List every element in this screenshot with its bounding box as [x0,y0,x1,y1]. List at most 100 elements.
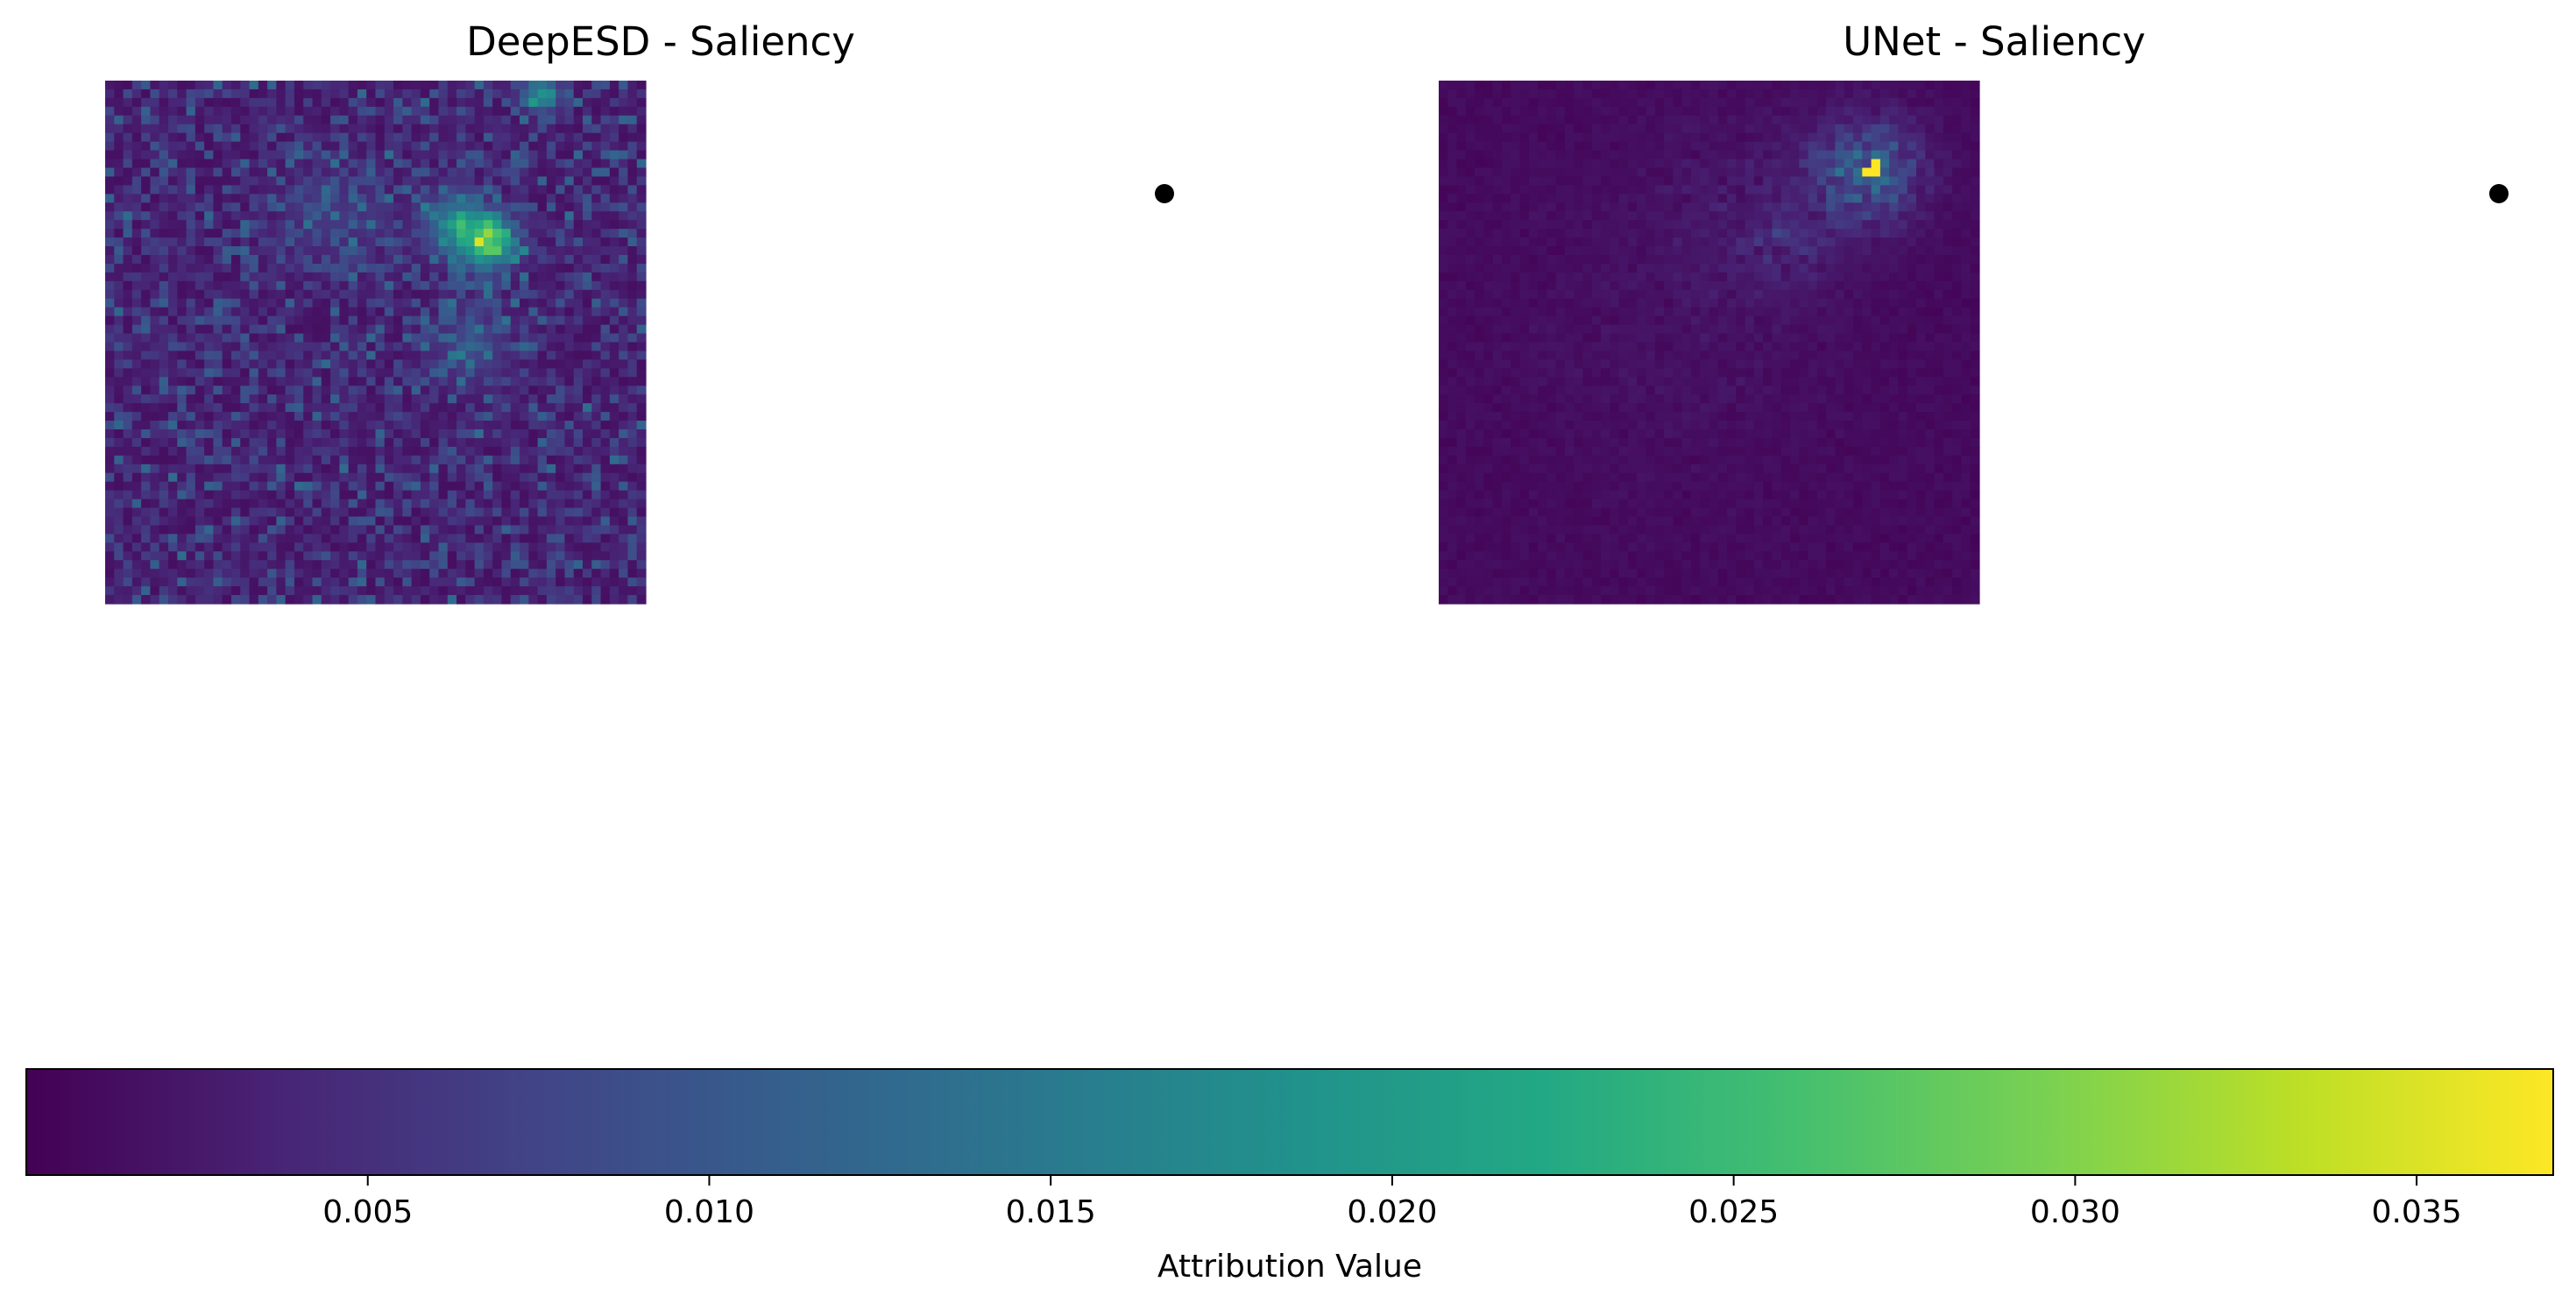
heatmap-cell [501,97,512,108]
heatmap-cell [619,464,629,474]
heatmap-cell [591,124,602,134]
heatmap-cell [366,359,377,369]
heatmap-cell [1645,211,1656,221]
heatmap-cell [456,481,466,492]
heatmap-cell [609,280,619,291]
heatmap-cell [528,577,539,587]
heatmap-cell [619,421,629,430]
heatmap-cell [366,202,377,212]
heatmap-cell [402,211,413,221]
heatmap-cell [420,446,430,457]
heatmap-cell [411,150,421,160]
heatmap-cell [556,342,566,352]
heatmap-cell [411,194,421,203]
heatmap-cell [131,525,142,535]
heatmap-cell [222,289,232,300]
heatmap-cell [501,106,512,117]
heatmap-cell [285,263,295,273]
heatmap-cell [1717,150,1728,160]
heatmap-cell [636,124,647,134]
heatmap-cell [204,298,214,308]
heatmap-cell [312,132,322,143]
heatmap-cell [619,229,629,238]
heatmap-cell [339,81,350,90]
heatmap-cell [285,577,295,587]
heatmap-cell [1799,272,1809,282]
heatmap-cell [186,437,196,448]
heatmap-cell [1574,255,1584,265]
heatmap-cell [312,237,322,247]
heatmap-cell [627,141,638,152]
heatmap-cell [276,124,287,134]
heatmap-cell [1546,89,1557,99]
heatmap-cell [465,89,476,99]
heatmap-cell [222,141,232,152]
heatmap-cell [456,394,466,404]
heatmap-cell [1501,176,1511,186]
heatmap-cell [556,106,566,117]
heatmap-cell [294,324,304,335]
heatmap-cell [321,499,331,509]
heatmap-cell [213,464,223,474]
heatmap-cell [357,342,367,352]
heatmap-cell [141,481,152,492]
heatmap-cell [447,403,457,413]
heatmap-cell [186,132,196,143]
heatmap-cell [474,176,485,186]
heatmap-cell [501,577,512,587]
heatmap-cell [492,368,503,378]
heatmap-cell [402,429,413,439]
heatmap-cell [411,124,421,134]
heatmap-cell [105,342,115,352]
heatmap-cell [520,446,529,457]
heatmap-cell [357,159,367,169]
heatmap-cell [375,150,386,160]
heatmap-cell [1744,263,1755,273]
heatmap-cell [1898,167,1908,178]
heatmap-cell [600,176,611,186]
heatmap-cell [528,106,539,117]
heatmap-cell [501,569,512,578]
heatmap-cell [177,437,188,448]
heatmap-cell [1700,132,1710,143]
heatmap-cell [492,97,503,108]
heatmap-cell [375,141,386,152]
heatmap-cell [438,351,449,360]
heatmap-cell [583,551,592,561]
heatmap-cell [537,342,548,352]
heatmap-cell [1538,115,1547,125]
heatmap-cell [1736,89,1746,99]
heatmap-cell [564,412,575,421]
heatmap-cell [438,298,449,308]
heatmap-cell [636,211,647,221]
heatmap-cell [1564,220,1575,230]
heatmap-cell [411,263,421,273]
heatmap-cell [1916,124,1926,134]
heatmap-cell [546,115,556,125]
heatmap-cell [213,141,223,152]
heatmap-cell [420,490,430,500]
heatmap-cell [1763,246,1773,256]
heatmap-cell [447,185,457,195]
heatmap-cell [141,202,152,212]
heatmap-cell [366,595,377,605]
heatmap-cell [1618,89,1629,99]
heatmap-cell [528,516,539,527]
heatmap-cell [1601,132,1610,143]
heatmap-cell [312,586,322,596]
heatmap-cell [167,455,178,465]
heatmap-cell [1744,159,1755,169]
heatmap-cell [411,333,421,343]
heatmap-cell [1610,237,1620,247]
heatmap-cell [520,194,529,203]
heatmap-cell [348,307,358,317]
heatmap-cell [402,472,413,483]
heatmap-cell [159,150,169,160]
heatmap-cell [1753,124,1764,134]
heatmap-cell [1546,229,1557,238]
heatmap-cell [105,429,115,439]
heatmap-cell [411,368,421,378]
heatmap-cell [230,577,241,587]
heatmap-cell [141,333,152,343]
heatmap-cell [393,429,403,439]
